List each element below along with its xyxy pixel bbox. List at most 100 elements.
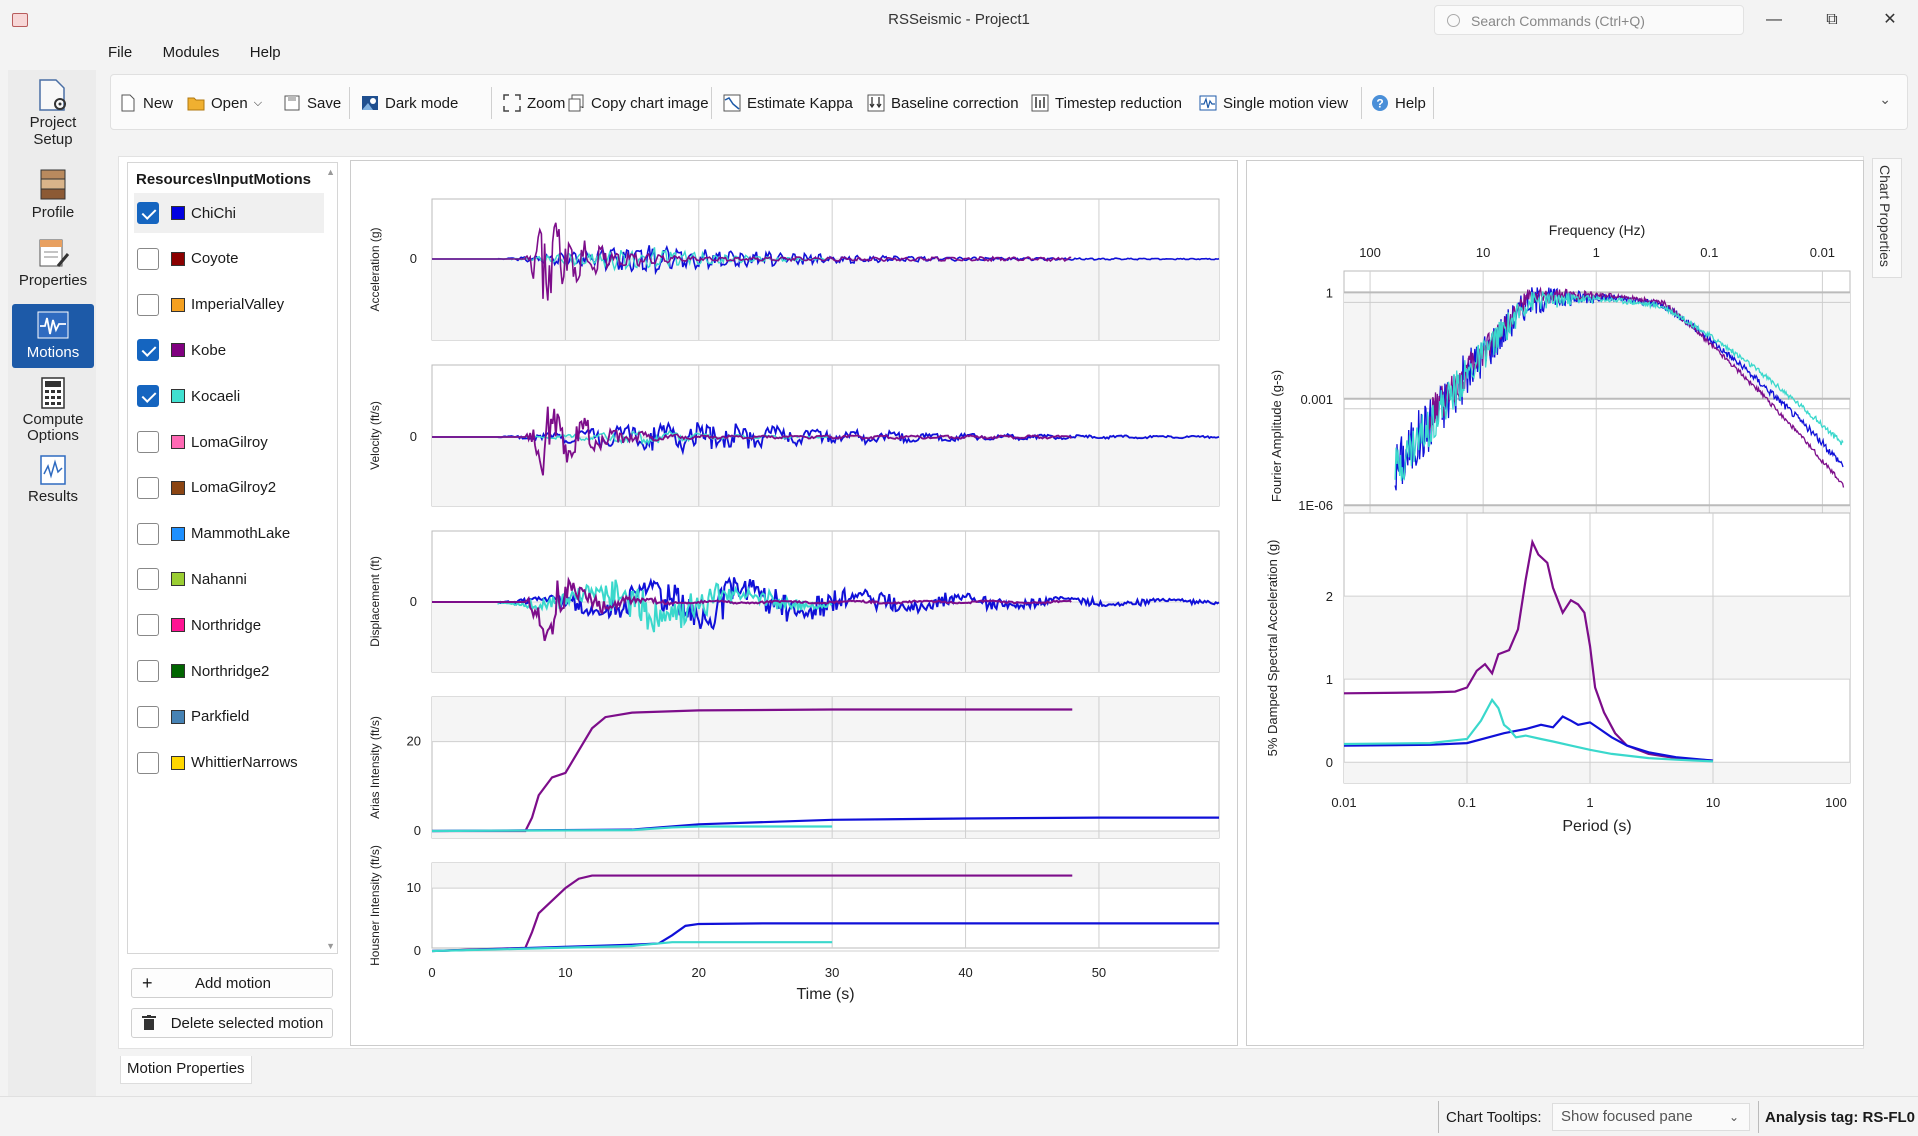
- motion-properties-tab[interactable]: Motion Properties: [120, 1056, 252, 1084]
- series-line-kocaeli: [431, 941, 833, 953]
- results-icon: [36, 452, 70, 486]
- y-tick-label: 1E-06: [1298, 498, 1333, 513]
- motion-item-kocaeli[interactable]: Kocaeli: [134, 376, 324, 416]
- plot-band: [432, 437, 1219, 506]
- menu-help[interactable]: Help: [249, 44, 281, 61]
- chart-tooltips-select[interactable]: Show focused pane ⌄: [1552, 1103, 1750, 1131]
- plot-band: [432, 259, 1219, 340]
- save-icon: [283, 94, 301, 112]
- delete-motion-label: Delete selected motion: [170, 1014, 324, 1032]
- add-motion-button[interactable]: + Add motion: [131, 968, 333, 998]
- plot-band: [432, 697, 1219, 742]
- waveform-kobe: [432, 576, 1072, 642]
- baseline-correction-button[interactable]: Baseline correction: [867, 91, 1019, 115]
- menu-file[interactable]: File: [108, 44, 133, 61]
- title-bar: RSSeismic - Project1 Search Commands (Ct…: [0, 0, 1918, 40]
- y-tick-label: 0: [414, 823, 421, 838]
- motion-checkbox[interactable]: [137, 522, 159, 545]
- motion-name: Kobe: [191, 341, 227, 359]
- scroll-up-icon[interactable]: ▲: [326, 167, 335, 177]
- motion-name: LomaGilroy: [191, 433, 268, 451]
- motion-checkbox[interactable]: [137, 614, 159, 637]
- timestep-reduction-button[interactable]: Timestep reduction: [1031, 91, 1182, 115]
- motion-item-lomagilroy2[interactable]: LomaGilroy2: [134, 468, 324, 508]
- single-motion-view-button[interactable]: Single motion view: [1199, 91, 1348, 115]
- nav-properties[interactable]: Properties: [12, 232, 94, 300]
- chevron-down-icon: ⌵: [253, 96, 263, 109]
- delete-motion-button[interactable]: Delete selected motion: [131, 1008, 333, 1038]
- timestep-reduction-icon: [1031, 94, 1049, 112]
- nav-motions[interactable]: Motions: [12, 304, 94, 368]
- new-button[interactable]: New: [119, 91, 173, 115]
- motion-checkbox[interactable]: [137, 568, 159, 591]
- nav-project-setup[interactable]: Project Setup: [12, 74, 94, 160]
- motion-checkbox[interactable]: [137, 339, 159, 362]
- motion-name: Northridge2: [191, 662, 270, 680]
- motion-name: Northridge: [191, 616, 262, 634]
- motion-item-whittiernarrows[interactable]: WhittierNarrows: [134, 743, 324, 783]
- svg-text:?: ?: [1376, 97, 1383, 111]
- menu-modules[interactable]: Modules: [162, 44, 220, 61]
- motion-checkbox[interactable]: [137, 431, 159, 453]
- motion-checkbox[interactable]: [137, 705, 159, 728]
- motion-item-coyote[interactable]: Coyote: [134, 239, 324, 279]
- x-tick-label: 10: [1476, 245, 1490, 260]
- help-button[interactable]: ? Help: [1371, 91, 1426, 115]
- time-history-chart[interactable]: Acceleration (g) 0 Velocity (ft/s) 0 Displac…: [351, 161, 1237, 1045]
- y-tick-label: 1: [1326, 672, 1333, 687]
- motion-item-mammothlake[interactable]: MammothLake: [134, 514, 324, 554]
- help-button-label: Help: [1395, 94, 1426, 112]
- command-search-placeholder: Search Commands (Ctrl+Q): [1471, 13, 1645, 29]
- nav-profile[interactable]: Profile: [12, 164, 94, 230]
- nav-compute-options[interactable]: Compute Options: [12, 372, 94, 444]
- restore-button[interactable]: ⧉: [1826, 11, 1838, 28]
- motion-item-imperialvalley[interactable]: ImperialValley: [134, 285, 324, 325]
- minimize-button[interactable]: —: [1766, 11, 1782, 28]
- motion-item-northridge[interactable]: Northridge: [134, 605, 324, 645]
- nav-results[interactable]: Results: [12, 448, 94, 510]
- motion-checkbox[interactable]: [137, 247, 159, 270]
- app-icon: [12, 13, 28, 27]
- command-search-input[interactable]: Search Commands (Ctrl+Q): [1434, 5, 1744, 35]
- open-button[interactable]: Open ⌵: [187, 91, 262, 115]
- motion-item-chichi[interactable]: ChiChi: [134, 193, 324, 233]
- motion-checkbox[interactable]: [137, 385, 159, 408]
- motion-color-swatch: [171, 206, 185, 220]
- trash-icon: [142, 1015, 156, 1033]
- close-button[interactable]: ✕: [1883, 11, 1897, 28]
- plot-band: [432, 602, 1219, 672]
- scroll-down-icon[interactable]: ▼: [326, 941, 335, 951]
- estimate-kappa-button[interactable]: Estimate Kappa: [723, 91, 853, 115]
- motion-item-kobe[interactable]: Kobe: [134, 330, 324, 370]
- x-tick-label: 30: [825, 965, 839, 980]
- x-tick-label: 1: [1593, 245, 1600, 260]
- resources-panel: Resources\InputMotions ▲ ▼ ChiChi Coyote I…: [127, 162, 338, 954]
- y-tick-label: 2: [1326, 589, 1333, 604]
- motion-color-swatch: [171, 435, 185, 449]
- baseline-correction-label: Baseline correction: [891, 94, 1019, 112]
- chart-properties-tab[interactable]: Chart Properties: [1872, 158, 1902, 278]
- search-icon: [1447, 14, 1460, 27]
- x-tick-label: 0.1: [1458, 795, 1476, 810]
- motion-checkbox[interactable]: [137, 293, 159, 316]
- motion-checkbox[interactable]: [137, 202, 159, 224]
- copy-chart-button[interactable]: Copy chart image: [567, 91, 709, 115]
- motion-checkbox[interactable]: [137, 476, 159, 499]
- motion-item-nahanni[interactable]: Nahanni: [134, 559, 324, 599]
- dark-mode-icon: [361, 94, 379, 112]
- spectra-chart-panel: 1 0.001 1E-06 100 10 1 0.1 0.01 Frequency (Hz) Fo…: [1246, 160, 1864, 1046]
- motion-checkbox[interactable]: [137, 660, 159, 682]
- toolbar-expand-chevron-icon[interactable]: ⌄: [1879, 91, 1891, 107]
- x-tick-label: 50: [1092, 965, 1106, 980]
- motion-name: Parkfield: [191, 708, 250, 726]
- motion-item-parkfield[interactable]: Parkfield: [134, 697, 324, 737]
- save-button[interactable]: Save: [283, 91, 341, 115]
- motion-item-lomagilroy[interactable]: LomaGilroy: [134, 422, 324, 462]
- motion-checkbox[interactable]: [137, 751, 159, 774]
- motion-color-swatch: [171, 389, 185, 404]
- motion-name: Kocaeli: [191, 387, 241, 405]
- dark-mode-button[interactable]: Dark mode: [361, 91, 458, 115]
- motion-item-northridge2[interactable]: Northridge2: [134, 651, 324, 691]
- motion-name: MammothLake: [191, 525, 291, 543]
